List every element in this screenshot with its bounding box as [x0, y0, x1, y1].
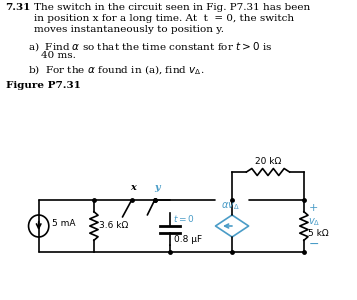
Text: 3.6 kΩ: 3.6 kΩ [100, 221, 129, 230]
Text: a)  Find $\alpha$ so that the time constant for $t > 0$ is: a) Find $\alpha$ so that the time consta… [27, 40, 272, 53]
Text: 20 kΩ: 20 kΩ [255, 157, 281, 166]
Text: 0.8 μF: 0.8 μF [174, 235, 202, 244]
Text: 5 kΩ: 5 kΩ [308, 229, 329, 238]
Text: +: + [308, 203, 318, 213]
Text: 40 ms.: 40 ms. [40, 50, 75, 59]
Text: y: y [154, 183, 159, 192]
Text: in position x for a long time. At  t  = 0, the switch: in position x for a long time. At t = 0,… [34, 14, 294, 23]
Text: Figure P7.31: Figure P7.31 [5, 81, 80, 90]
Text: b)  For the $\alpha$ found in (a), find $v_\Delta$.: b) For the $\alpha$ found in (a), find $… [27, 64, 204, 77]
Text: $t = 0$: $t = 0$ [173, 213, 195, 224]
Text: $\alpha v_\Delta$: $\alpha v_\Delta$ [221, 200, 240, 212]
Text: $v_\Delta$: $v_\Delta$ [308, 216, 321, 228]
Text: 5 mA: 5 mA [51, 218, 75, 227]
Text: 7.31: 7.31 [5, 3, 31, 12]
Text: x: x [131, 183, 136, 192]
Text: The switch in the circuit seen in Fig. P7.31 has been: The switch in the circuit seen in Fig. P… [34, 3, 310, 12]
Text: moves instantaneously to position y.: moves instantaneously to position y. [34, 25, 224, 34]
Text: −: − [308, 238, 319, 250]
